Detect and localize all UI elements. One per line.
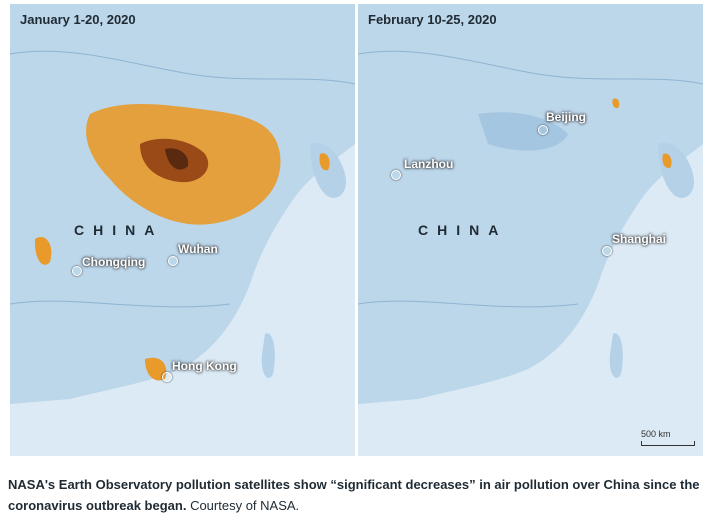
lanzhou-marker <box>391 170 401 180</box>
map-panel-february: February 10-25, 2020 CHINA Lanzhou Beiji… <box>358 4 703 456</box>
january-date-label: January 1-20, 2020 <box>20 12 136 27</box>
city-label-wuhan: Wuhan <box>178 242 218 256</box>
wuhan-marker <box>168 256 178 266</box>
city-label-lanzhou: Lanzhou <box>404 157 454 171</box>
february-pollution-map <box>358 4 703 456</box>
hong-kong-marker <box>162 372 172 382</box>
february-date-label: February 10-25, 2020 <box>368 12 497 27</box>
caption-main: NASA's Earth Observatory pollution satel… <box>8 477 700 513</box>
chongqing-marker <box>72 266 82 276</box>
city-label-beijing: Beijing <box>546 110 587 124</box>
scale-label: 500 km <box>641 429 671 439</box>
caption-credit: Courtesy of NASA. <box>190 498 300 513</box>
china-label: CHINA <box>418 222 508 238</box>
map-panel-january: January 1-20, 2020 CHINA Chongqing Wuhan… <box>10 4 355 456</box>
shanghai-marker <box>602 246 612 256</box>
caption: NASA's Earth Observatory pollution satel… <box>8 474 700 516</box>
beijing-marker <box>538 125 548 135</box>
china-label: CHINA <box>74 222 164 238</box>
scale-line <box>641 441 695 446</box>
scale-bar: 500 km <box>641 429 695 446</box>
city-label-shanghai: Shanghai <box>612 232 667 246</box>
january-pollution-map <box>10 4 355 456</box>
city-label-hong-kong: Hong Kong <box>172 359 237 373</box>
city-label-chongqing: Chongqing <box>82 255 146 269</box>
